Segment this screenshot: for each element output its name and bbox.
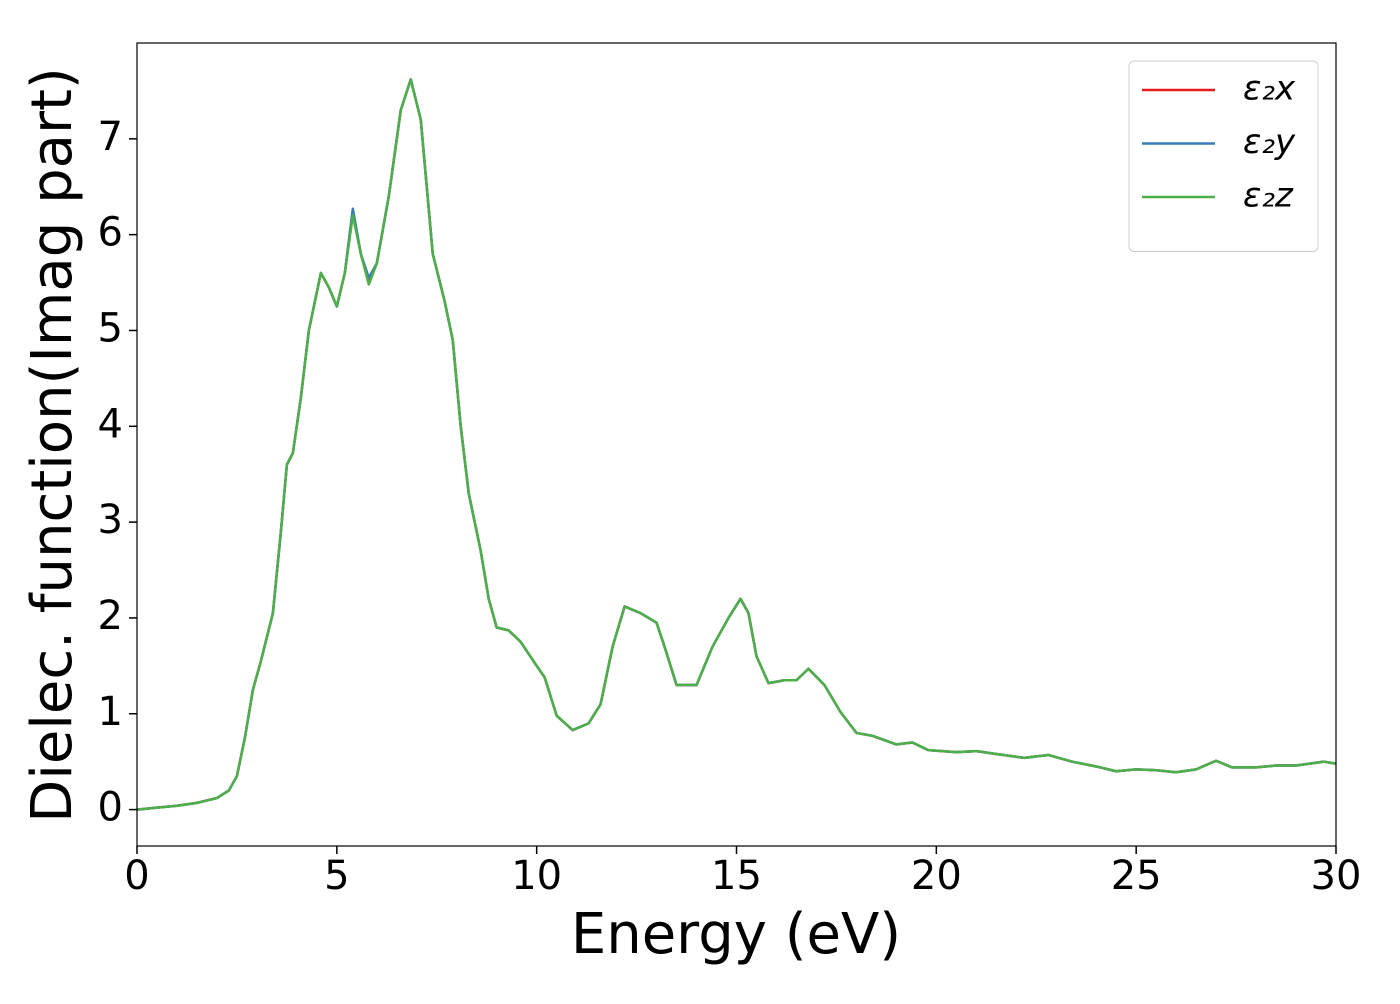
y-tick-label: 3 [98, 497, 123, 543]
x-axis-label: Energy (eV) [571, 902, 901, 967]
y-axis-label: Dielec. function(Imag part) [20, 67, 85, 823]
x-tick-label: 10 [511, 853, 562, 899]
y-tick-label: 6 [98, 210, 123, 256]
x-tick-label: 0 [124, 853, 149, 899]
y-tick-label: 7 [98, 114, 123, 160]
legend-label: ε₂z [1243, 176, 1294, 216]
legend-label: ε₂x [1243, 69, 1296, 109]
x-tick-label: 25 [1111, 853, 1162, 899]
y-tick-label: 1 [98, 689, 123, 735]
legend-label: ε₂y [1243, 122, 1296, 162]
data-line [136, 78, 1337, 811]
x-tick-label: 30 [1311, 853, 1362, 899]
y-tick-label: 0 [98, 785, 123, 831]
x-tick-label: 5 [324, 853, 349, 899]
y-tick-label: 2 [98, 593, 123, 639]
x-tick-label: 20 [911, 853, 962, 899]
y-tick-label: 5 [98, 305, 123, 351]
y-tick-label: 4 [98, 401, 123, 447]
legend-box [1128, 60, 1319, 252]
x-tick-label: 15 [711, 853, 762, 899]
plot-frame [136, 42, 1337, 847]
